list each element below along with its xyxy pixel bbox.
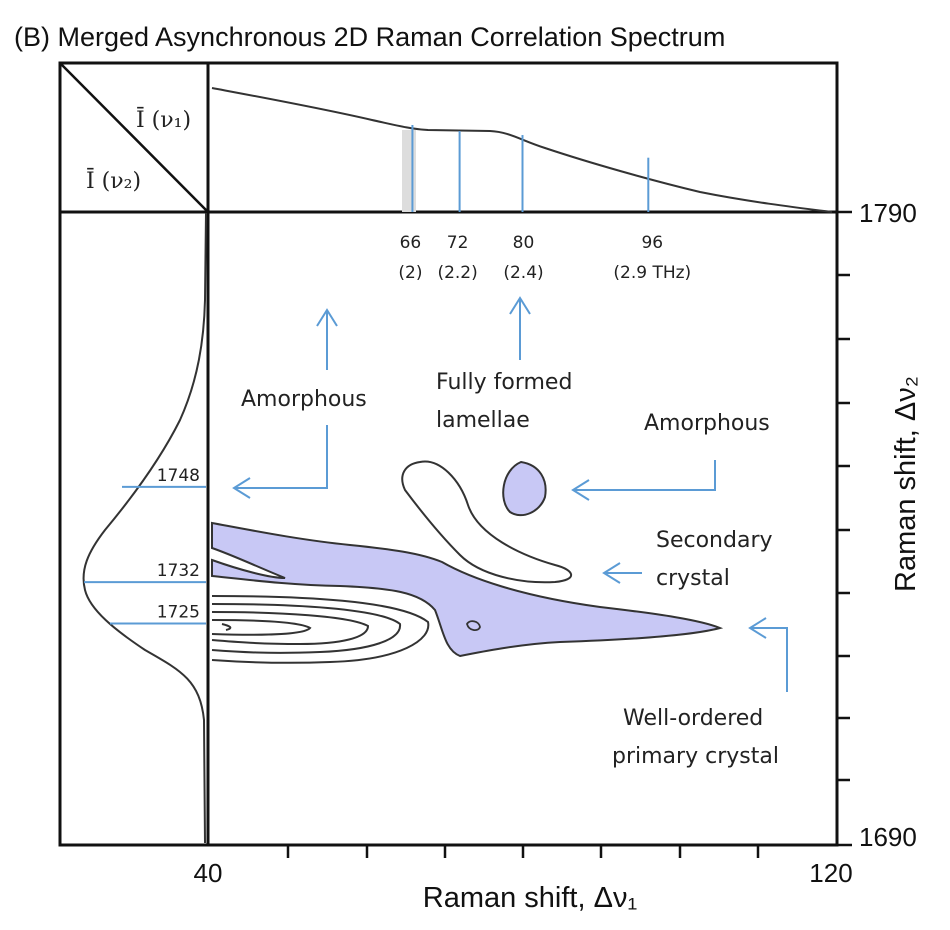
annotation-fully-formed: Fully formed	[436, 370, 572, 395]
contour-1725-mid	[211, 603, 402, 654]
x-peak-label-80: 80	[513, 233, 535, 253]
top-spectrum-shade	[402, 130, 416, 212]
arrow-left-amorphous-head	[571, 479, 590, 501]
filled-contour-main	[211, 521, 724, 658]
annotation-crystal: crystal	[656, 566, 730, 591]
small-loop-contour	[466, 620, 481, 631]
filled-contour-amorphous	[502, 460, 547, 517]
x-peak-label-96: 96	[641, 233, 663, 253]
annotation-arrows	[232, 296, 788, 692]
annotation-amorphous-left: Amorphous	[241, 387, 367, 412]
y-peak-label-1725: 1725	[157, 602, 200, 622]
annotation-well-ordered: Well-ordered	[623, 706, 763, 731]
y-tick-label-1790: 1790	[859, 198, 917, 228]
arrow-left-primary-head	[748, 617, 767, 639]
open-contour-secondary	[401, 460, 573, 584]
arrow-left-amorphous-path	[575, 460, 716, 491]
x-tick-label-120: 120	[809, 858, 852, 888]
x-axis-ticks	[286, 845, 760, 858]
arrow-left-1748-head	[232, 477, 251, 499]
contour-1725-core	[211, 619, 312, 636]
contour-1725-tip	[221, 623, 232, 631]
y-peak-label-1748: 1748	[157, 466, 200, 486]
arrow-left-primary-path	[752, 627, 788, 692]
x-peak-lines: 66 (2) 72 (2.2) 80 (2.4) 96 (2.9 THz)	[398, 125, 691, 283]
annotation-lamellae: lamellae	[436, 408, 530, 433]
corner-label-v1: Ī (ν₁)	[136, 107, 191, 133]
x-axis-title: Raman shift, Δν₁	[423, 882, 638, 914]
y-axis-ticks	[837, 210, 852, 847]
x-peak-label-72: 72	[447, 233, 469, 253]
annotation-amorphous-right: Amorphous	[644, 411, 770, 436]
y-tick-label-1690: 1690	[859, 822, 917, 852]
left-spectrum-curve	[82, 212, 207, 844]
contour-1725-inner	[211, 611, 370, 646]
x-tick-label-40: 40	[194, 858, 223, 888]
corner-label-v2: Ī (ν₂)	[86, 168, 141, 194]
x-peak-sublabel-96: (2.9 THz)	[613, 263, 691, 283]
arrow-up-amorphous-head	[316, 308, 338, 327]
arrow-left-secondary-head	[602, 562, 621, 584]
x-peak-sublabel-80: (2.4)	[503, 263, 543, 283]
contour-plot	[211, 460, 724, 664]
y-peak-lines: 1748 1732 1725	[84, 466, 206, 625]
x-peak-sublabel-72: (2.2)	[437, 263, 477, 283]
x-peak-label-66: 66	[400, 233, 422, 253]
annotation-secondary: Secondary	[656, 528, 773, 553]
contour-1725-outer	[211, 595, 430, 664]
annotation-primary-crystal: primary crystal	[612, 744, 779, 769]
arrow-up-lamellae-head	[509, 296, 531, 315]
outer-border	[58, 61, 839, 847]
corner-diagonal	[59, 62, 209, 213]
chart-title: (B) Merged Asynchronous 2D Raman Correla…	[14, 22, 725, 52]
frame	[58, 61, 839, 847]
y-axis-title: Raman shift, Δν₂	[890, 376, 922, 592]
x-peak-sublabel-66: (2)	[398, 263, 422, 283]
y-peak-label-1732: 1732	[157, 561, 200, 581]
arrow-left-1748-path	[236, 425, 328, 489]
top-spectrum-curve	[211, 87, 833, 213]
